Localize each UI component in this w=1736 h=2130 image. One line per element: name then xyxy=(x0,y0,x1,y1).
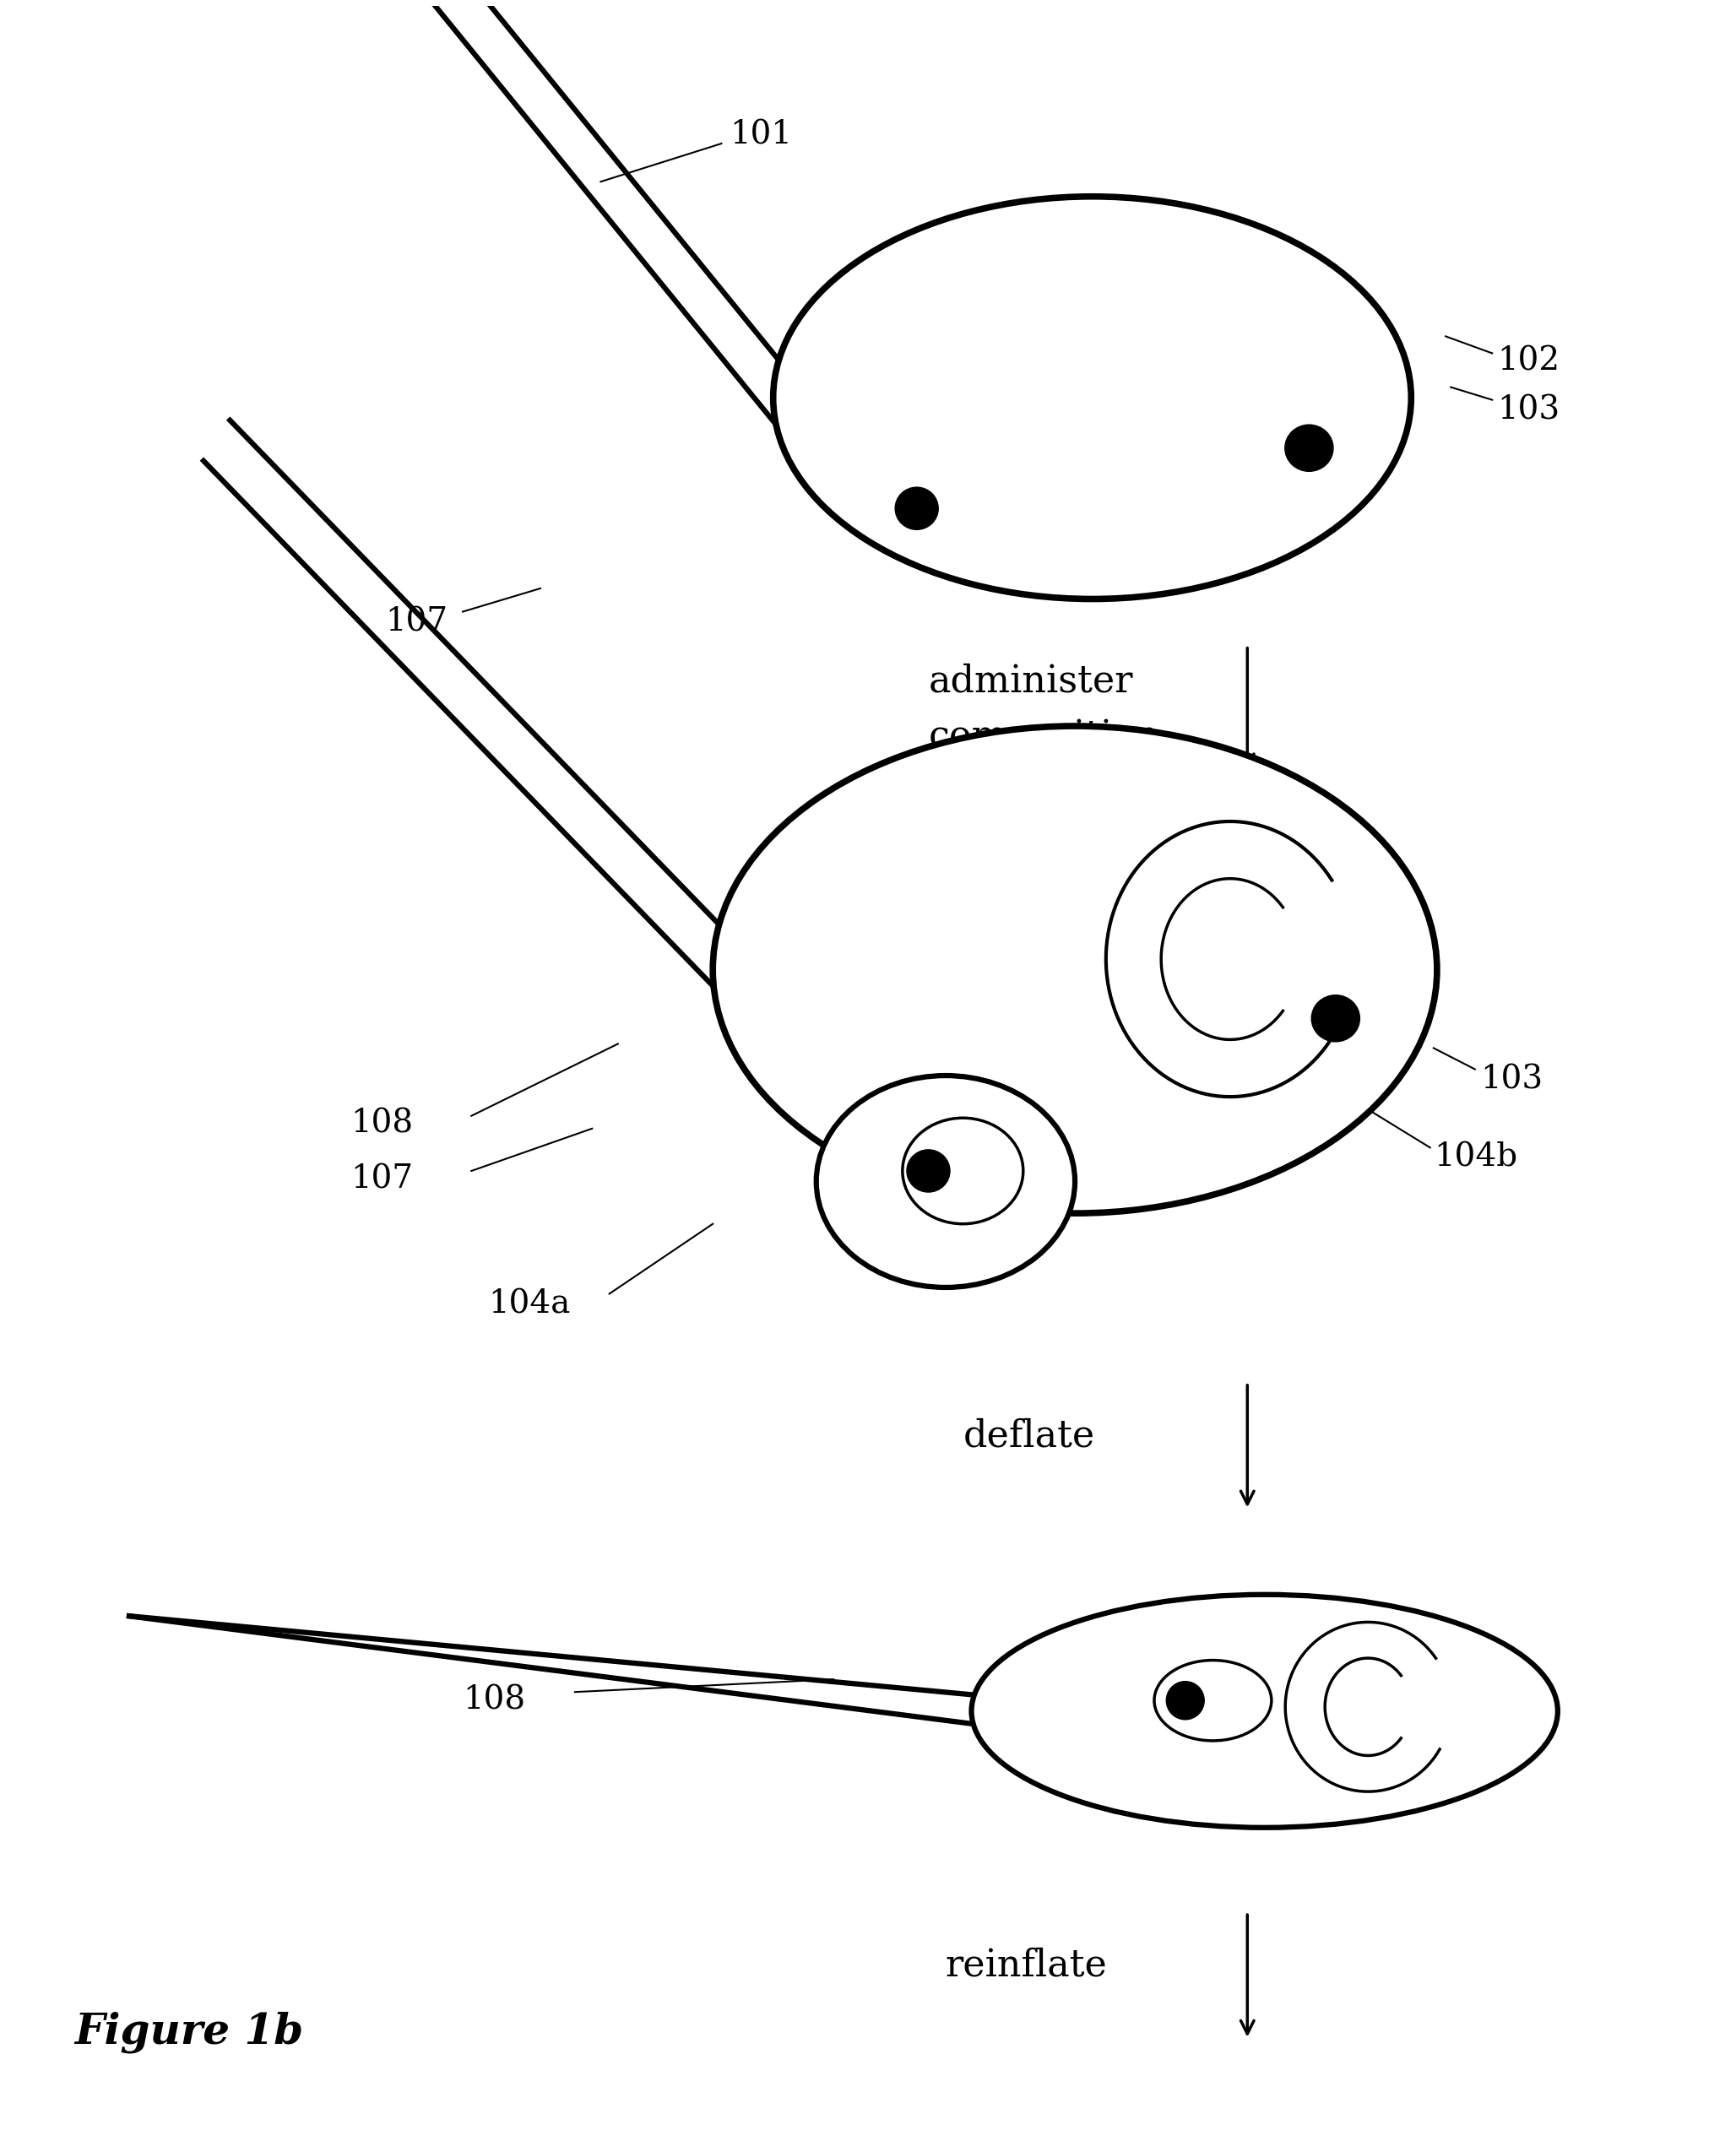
Text: Figure 1b: Figure 1b xyxy=(75,2011,304,2053)
Text: 103: 103 xyxy=(1498,394,1561,426)
Ellipse shape xyxy=(816,1076,1075,1287)
Ellipse shape xyxy=(1311,995,1359,1042)
Ellipse shape xyxy=(773,196,1411,599)
Ellipse shape xyxy=(903,1118,1023,1225)
Text: 102: 102 xyxy=(1498,345,1561,377)
Text: 104a: 104a xyxy=(488,1289,571,1321)
Text: 108: 108 xyxy=(464,1685,526,1715)
Ellipse shape xyxy=(896,488,937,530)
Text: 108: 108 xyxy=(351,1108,413,1140)
Ellipse shape xyxy=(972,1595,1557,1828)
Ellipse shape xyxy=(1285,424,1333,471)
Ellipse shape xyxy=(906,1150,950,1193)
Text: composition: composition xyxy=(929,718,1160,754)
Ellipse shape xyxy=(1154,1659,1271,1740)
Text: deflate: deflate xyxy=(963,1416,1095,1455)
Text: reinflate: reinflate xyxy=(946,1947,1108,1983)
Text: 107: 107 xyxy=(385,607,448,637)
Text: 103: 103 xyxy=(1481,1063,1543,1095)
Text: 101: 101 xyxy=(731,119,793,151)
Text: administer: administer xyxy=(929,662,1134,701)
Ellipse shape xyxy=(1167,1681,1205,1719)
Ellipse shape xyxy=(713,726,1437,1214)
Text: 104b: 104b xyxy=(1434,1142,1517,1174)
Text: 107: 107 xyxy=(351,1163,413,1195)
